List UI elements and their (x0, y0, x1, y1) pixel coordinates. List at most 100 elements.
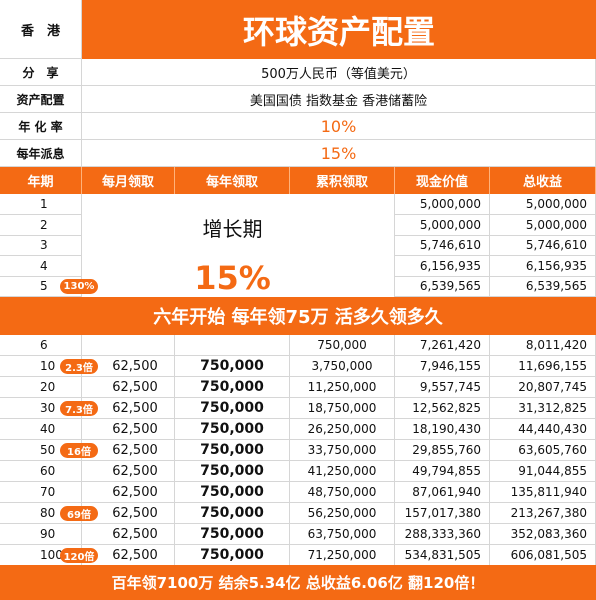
table-row-yearly: 750,000 (175, 461, 290, 482)
table-row-yearly: 750,000 (175, 419, 290, 440)
column-header: 每年领取 (175, 167, 290, 194)
table-row-monthly: 62,500 (82, 440, 175, 461)
table-row-monthly: 62,500 (82, 461, 175, 482)
table-row-monthly: 62,500 (82, 377, 175, 398)
table-row-yearly: 750,000 (175, 524, 290, 545)
table-row-cash: 7,261,420 (395, 335, 490, 356)
table-row-total: 8,011,420 (490, 335, 596, 356)
table-row-cumulative: 63,750,000 (290, 524, 395, 545)
table-row-cumulative: 56,250,000 (290, 503, 395, 524)
table-row-yearly: 750,000 (175, 356, 290, 377)
multiplier-badge: 7.3倍 (60, 401, 98, 416)
table-row-total: 5,746,610 (490, 235, 596, 257)
table-row-cumulative: 26,250,000 (290, 419, 395, 440)
info-label: 资产配置 (0, 86, 82, 113)
table-row-total: 6,539,565 (490, 276, 596, 298)
table-row-cash: 87,061,940 (395, 482, 490, 503)
table-row-total: 91,044,855 (490, 461, 596, 482)
table-row-cash: 5,746,610 (395, 235, 490, 257)
growth-rate: 15% (194, 259, 271, 297)
table-row-cash: 6,156,935 (395, 255, 490, 277)
table-row-cash: 7,946,155 (395, 356, 490, 377)
table-row-cash: 9,557,745 (395, 377, 490, 398)
table-row-year: 3 (0, 235, 82, 257)
table-row-cash: 18,190,430 (395, 419, 490, 440)
table-row-total: 6,156,935 (490, 255, 596, 277)
table-row-yearly: 750,000 (175, 545, 290, 566)
page-title: 环球资产配置 (82, 0, 596, 59)
table-row-monthly: 62,500 (82, 503, 175, 524)
table-row-cumulative: 11,250,000 (290, 377, 395, 398)
multiplier-badge: 120倍 (60, 548, 98, 563)
column-header: 年期 (0, 167, 82, 194)
multiplier-badge: 130% (60, 279, 98, 295)
table-row-yearly (175, 335, 290, 356)
table-row-total: 63,605,760 (490, 440, 596, 461)
info-label: 每年派息 (0, 140, 82, 167)
table-row-cumulative: 33,750,000 (290, 440, 395, 461)
multiplier-badge: 2.3倍 (60, 359, 98, 374)
table-row-total: 5,000,000 (490, 194, 596, 215)
column-header: 每月领取 (82, 167, 175, 194)
column-header: 累积领取 (290, 167, 395, 194)
info-value: 15% (82, 140, 596, 167)
table-row-total: 213,267,380 (490, 503, 596, 524)
table-row-yearly: 750,000 (175, 377, 290, 398)
growth-merged-block (82, 194, 395, 297)
table-row-year: 60 (0, 461, 82, 482)
table-row-year: 1 (0, 194, 82, 215)
table-row-cash: 29,855,760 (395, 440, 490, 461)
table-row-monthly: 62,500 (82, 419, 175, 440)
table-row-total: 20,807,745 (490, 377, 596, 398)
info-value: 500万人民币（等值美元） (82, 59, 596, 86)
table-row-year: 90 (0, 524, 82, 545)
table-row-year: 70 (0, 482, 82, 503)
table-row-monthly: 62,500 (82, 356, 175, 377)
table-row-year: 6 (0, 335, 82, 356)
info-value: 美国国债 指数基金 香港储蓄险 (82, 86, 596, 113)
payout-banner: 六年开始 每年领75万 活多久领多久 (0, 297, 596, 335)
table-row-cash: 5,000,000 (395, 194, 490, 215)
growth-label: 增长期 (202, 216, 263, 241)
table-row-cash: 12,562,825 (395, 398, 490, 419)
table-row-cumulative: 71,250,000 (290, 545, 395, 566)
table-row-total: 5,000,000 (490, 214, 596, 236)
table-row-yearly: 750,000 (175, 440, 290, 461)
info-label: 年 化 率 (0, 113, 82, 140)
table-row-total: 31,312,825 (490, 398, 596, 419)
multiplier-badge: 69倍 (60, 506, 98, 521)
table-row-cash: 534,831,505 (395, 545, 490, 566)
multiplier-badge: 16倍 (60, 443, 98, 458)
column-header: 现金价值 (395, 167, 490, 194)
info-value: 10% (82, 113, 596, 140)
table-row-total: 606,081,505 (490, 545, 596, 566)
column-header: 总收益 (490, 167, 596, 194)
summary-footer: 百年领7100万 结余5.34亿 总收益6.06亿 翻120倍！ (0, 565, 596, 600)
table-row-yearly: 750,000 (175, 398, 290, 419)
table-row-cumulative: 41,250,000 (290, 461, 395, 482)
region-label: 香 港 (0, 0, 82, 59)
table-row-monthly: 62,500 (82, 524, 175, 545)
table-row-cumulative: 48,750,000 (290, 482, 395, 503)
table-row-cash: 49,794,855 (395, 461, 490, 482)
table-row-total: 135,811,940 (490, 482, 596, 503)
table-row-total: 352,083,360 (490, 524, 596, 545)
table-row-year: 2 (0, 214, 82, 236)
table-row-monthly (82, 335, 175, 356)
table-row-year: 4 (0, 255, 82, 277)
table-row-cash: 5,000,000 (395, 214, 490, 236)
table-row-monthly: 62,500 (82, 398, 175, 419)
table-row-yearly: 750,000 (175, 482, 290, 503)
table-row-cumulative: 750,000 (290, 335, 395, 356)
table-row-year: 20 (0, 377, 82, 398)
table-row-total: 44,440,430 (490, 419, 596, 440)
table-row-cash: 6,539,565 (395, 276, 490, 298)
table-row-cash: 288,333,360 (395, 524, 490, 545)
table-row-monthly: 62,500 (82, 482, 175, 503)
table-row-total: 11,696,155 (490, 356, 596, 377)
table-row-cash: 157,017,380 (395, 503, 490, 524)
info-label: 分 享 (0, 59, 82, 86)
table-row-year: 40 (0, 419, 82, 440)
table-row-yearly: 750,000 (175, 503, 290, 524)
